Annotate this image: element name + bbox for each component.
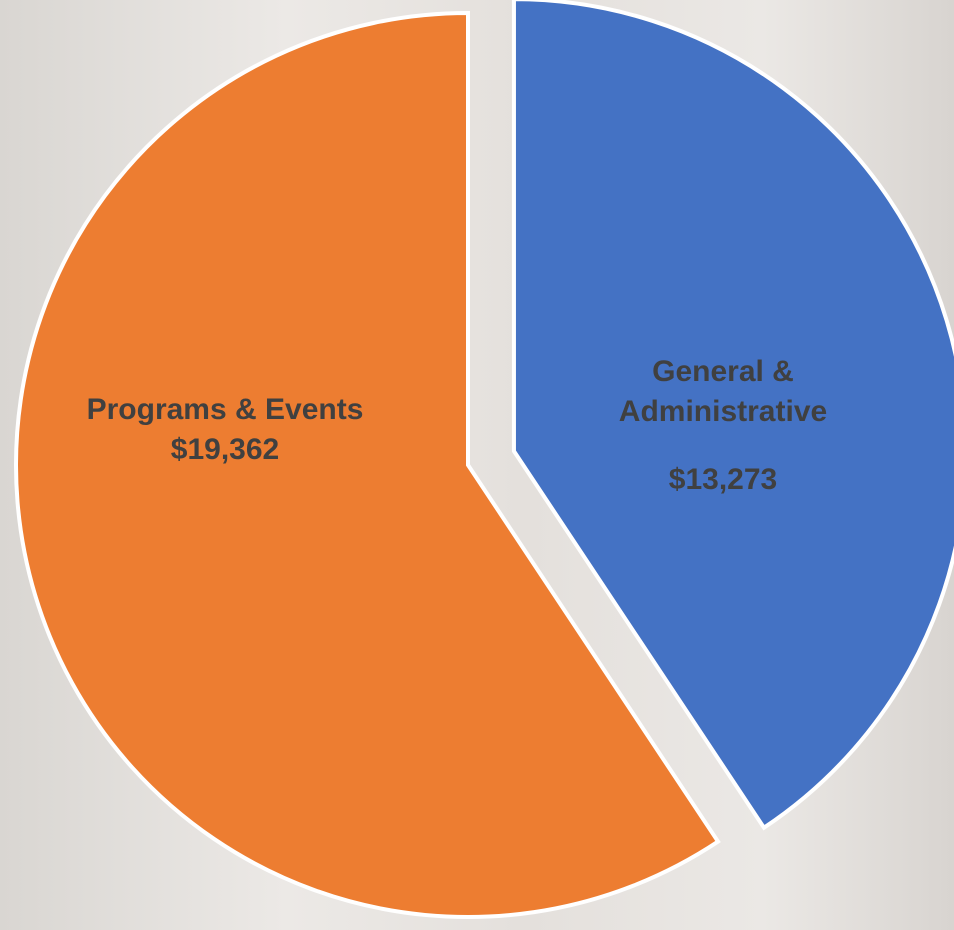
page: (() => { const data = JSON.parse(documen…: [0, 0, 954, 930]
slice-value: $13,273: [578, 460, 868, 500]
slice-label: Programs & Events: [15, 390, 435, 430]
slice-value: $19,362: [15, 430, 435, 470]
slice-label: General & Administrative: [578, 352, 868, 432]
